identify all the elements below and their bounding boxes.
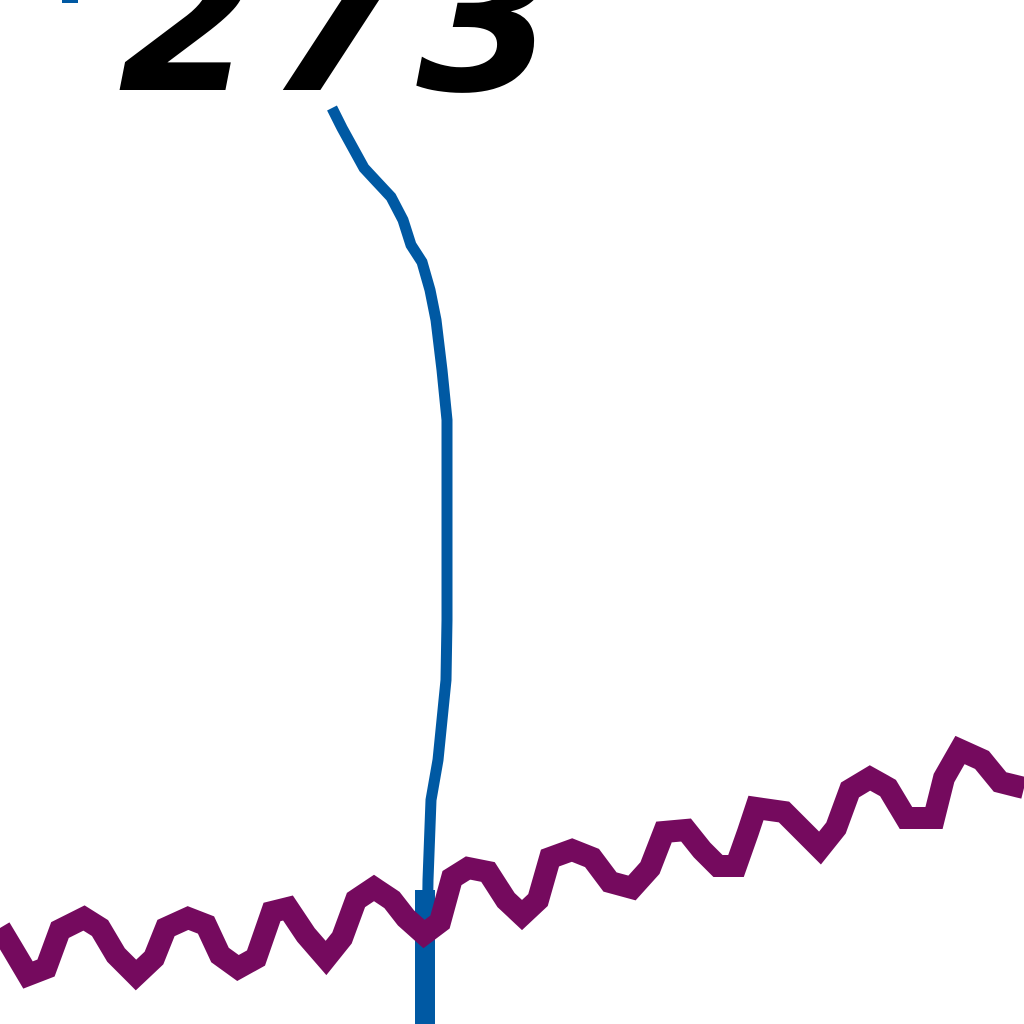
blue-vertical-line xyxy=(327,105,453,1024)
number-label: 273 xyxy=(118,0,566,138)
blue-line-fragment xyxy=(62,0,78,3)
purple-wavy-line xyxy=(0,735,1024,991)
